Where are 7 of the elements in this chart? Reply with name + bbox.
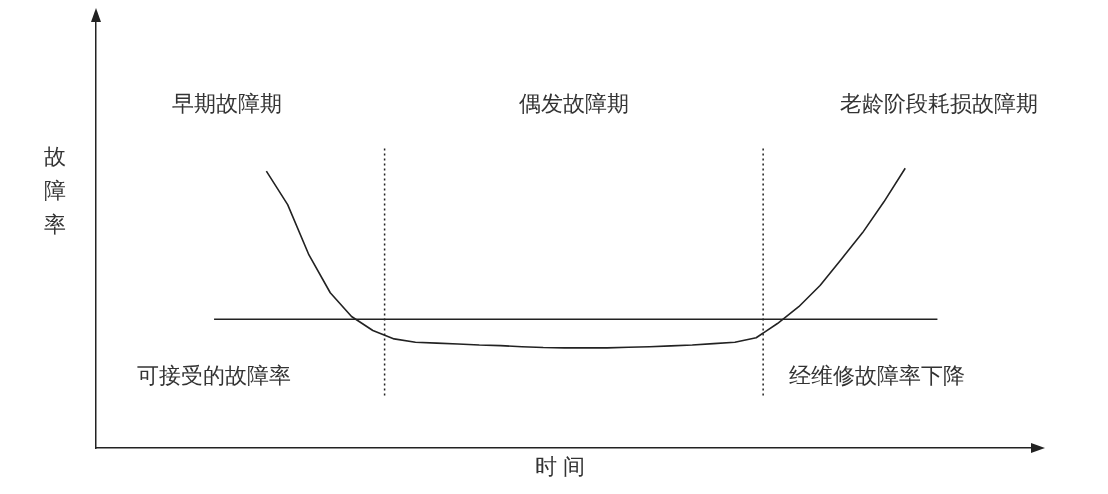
annotation: 经维修故障率下降 xyxy=(788,363,965,389)
text: 早期故障期 xyxy=(172,91,283,117)
text: 老龄阶段耗损故障期 xyxy=(840,91,1039,117)
y-axis-title: 故障率 xyxy=(43,143,67,239)
x-axis-title: 时 间 xyxy=(533,453,587,481)
text: 偶发故障期 xyxy=(518,91,629,117)
annotation: 可接受的故障率 xyxy=(137,363,292,389)
